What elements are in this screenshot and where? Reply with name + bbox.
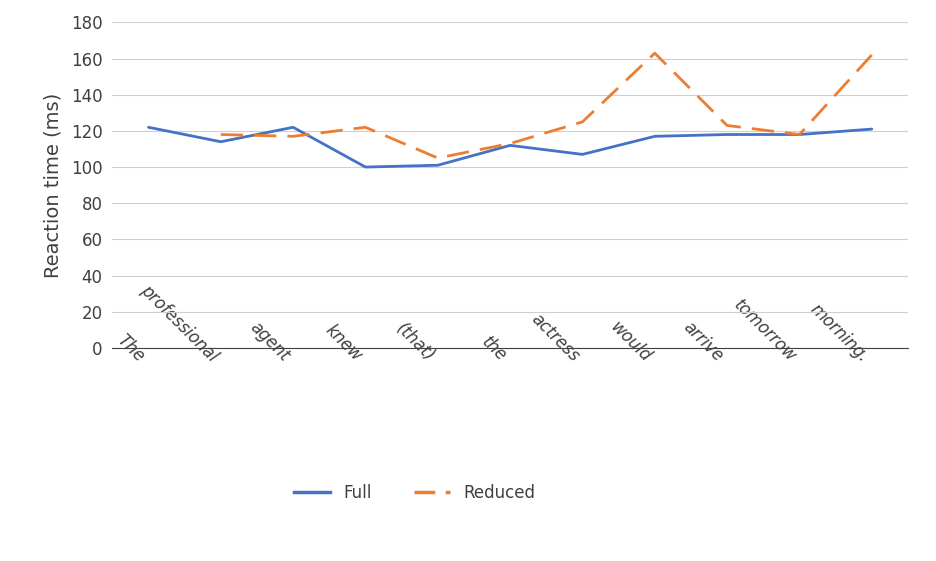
Full (215, 139, 227, 145)
Full (577, 151, 588, 158)
Full (432, 162, 444, 169)
Reduced (432, 155, 444, 162)
Reduced (722, 122, 733, 129)
Full (866, 126, 877, 132)
Full (794, 131, 805, 138)
Legend: Full, Reduced: Full, Reduced (287, 477, 542, 509)
Reduced (577, 118, 588, 125)
Line: Full: Full (149, 127, 871, 167)
Reduced (866, 52, 877, 58)
Y-axis label: Reaction time (ms): Reaction time (ms) (43, 93, 63, 278)
Full (722, 131, 733, 138)
Reduced (650, 50, 661, 57)
Reduced (505, 140, 516, 147)
Full (287, 124, 299, 131)
Reduced (359, 124, 371, 131)
Reduced (794, 131, 805, 138)
Reduced (215, 131, 227, 138)
Full (650, 133, 661, 140)
Reduced (287, 133, 299, 140)
Full (505, 142, 516, 149)
Full (143, 124, 154, 131)
Line: Reduced: Reduced (221, 53, 871, 158)
Full (359, 164, 371, 171)
